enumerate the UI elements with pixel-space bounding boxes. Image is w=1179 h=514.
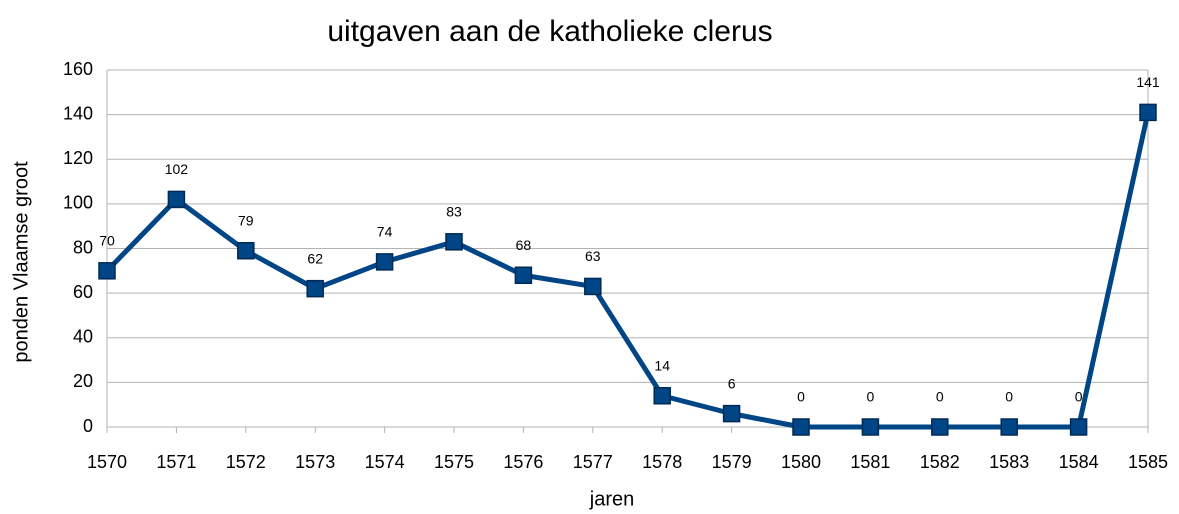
y-tick-label: 100 (63, 193, 93, 213)
x-tick-label: 1573 (295, 452, 335, 472)
y-tick-label: 120 (63, 148, 93, 168)
marker (1139, 103, 1157, 122)
y-tick-label: 40 (73, 327, 93, 347)
x-tick-label: 1585 (1128, 452, 1168, 472)
y-axis-label: ponden Vlaamse groot (10, 161, 32, 363)
x-tick-label: 1579 (712, 452, 752, 472)
marker (653, 387, 671, 405)
value-label: 0 (1075, 389, 1083, 405)
marker (306, 279, 324, 298)
y-tick-label: 60 (73, 282, 93, 302)
value-label: 102 (165, 161, 189, 177)
y-tick-label: 160 (63, 59, 93, 79)
series-line (105, 111, 1151, 430)
x-tick-label: 1580 (781, 452, 821, 472)
x-tick-label: 1584 (1059, 452, 1099, 472)
y-tick-label: 80 (73, 237, 93, 257)
value-label: 141 (1136, 74, 1160, 90)
x-axis-label: jaren (589, 488, 634, 510)
value-label: 62 (307, 250, 323, 266)
value-label: 79 (238, 212, 254, 228)
y-tick-label: 140 (63, 103, 93, 123)
x-tick-label: 1575 (434, 452, 474, 472)
marker (167, 190, 186, 209)
value-label: 0 (936, 389, 944, 405)
y-tick-label: 0 (83, 416, 93, 436)
x-tick-label: 1571 (156, 452, 196, 472)
marker (1000, 418, 1018, 436)
marker (931, 418, 949, 436)
marker (98, 262, 116, 280)
value-label: 70 (99, 233, 115, 249)
x-tick-label: 1577 (573, 452, 613, 472)
value-label: 0 (867, 389, 875, 405)
value-label: 0 (1005, 389, 1013, 405)
marker (445, 233, 463, 251)
marker (1069, 418, 1088, 436)
x-tick-label: 1582 (920, 452, 960, 472)
x-tick-label: 1578 (642, 452, 682, 472)
value-label: 74 (377, 224, 393, 240)
marker (375, 253, 394, 271)
y-tick-label: 20 (73, 371, 93, 391)
value-label: 83 (446, 204, 462, 220)
value-label: 6 (728, 375, 736, 391)
value-label: 14 (654, 357, 670, 373)
value-label: 68 (516, 237, 532, 253)
x-tick-label: 1572 (226, 452, 266, 472)
x-tick-label: 1570 (87, 452, 127, 472)
marker (237, 241, 255, 260)
x-tick-label: 1581 (850, 452, 890, 472)
marker (861, 418, 880, 436)
x-tick-label: 1583 (989, 452, 1029, 472)
chart-title: uitgaven aan de katholieke clerus (327, 15, 772, 48)
x-tick-label: 1576 (503, 452, 543, 472)
marker (792, 418, 810, 436)
value-label: 63 (585, 248, 601, 264)
value-label: 0 (797, 389, 805, 405)
marker (514, 266, 533, 285)
marker (722, 404, 741, 423)
marker (584, 277, 602, 296)
x-tick-label: 1574 (365, 452, 405, 472)
